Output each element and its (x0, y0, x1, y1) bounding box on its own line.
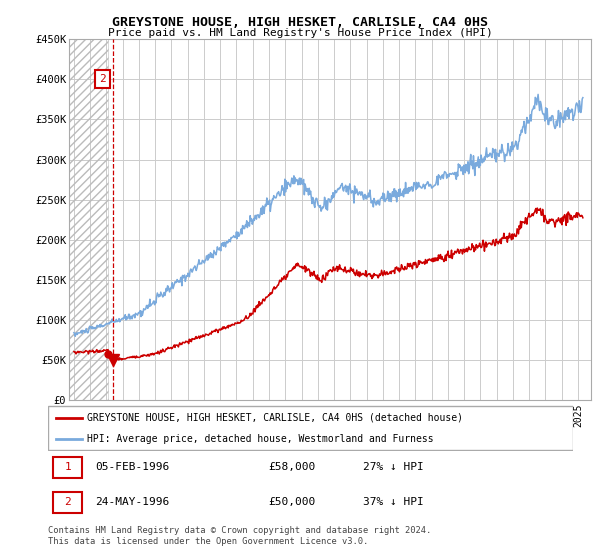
FancyBboxPatch shape (53, 457, 82, 478)
Text: 2: 2 (99, 74, 106, 85)
Text: 05-FEB-1996: 05-FEB-1996 (95, 463, 170, 472)
Text: 27% ↓ HPI: 27% ↓ HPI (363, 463, 424, 472)
Text: £58,000: £58,000 (269, 463, 316, 472)
Text: 2: 2 (64, 497, 71, 507)
FancyBboxPatch shape (48, 406, 573, 450)
Text: Price paid vs. HM Land Registry's House Price Index (HPI): Price paid vs. HM Land Registry's House … (107, 28, 493, 38)
Text: 1: 1 (64, 463, 71, 472)
Text: GREYSTONE HOUSE, HIGH HESKET, CARLISLE, CA4 0HS (detached house): GREYSTONE HOUSE, HIGH HESKET, CARLISLE, … (88, 413, 463, 423)
Text: 24-MAY-1996: 24-MAY-1996 (95, 497, 170, 507)
Text: HPI: Average price, detached house, Westmorland and Furness: HPI: Average price, detached house, West… (88, 434, 434, 444)
Text: 37% ↓ HPI: 37% ↓ HPI (363, 497, 424, 507)
Text: Contains HM Land Registry data © Crown copyright and database right 2024.
This d: Contains HM Land Registry data © Crown c… (48, 526, 431, 546)
FancyBboxPatch shape (53, 492, 82, 513)
Text: GREYSTONE HOUSE, HIGH HESKET, CARLISLE, CA4 0HS: GREYSTONE HOUSE, HIGH HESKET, CARLISLE, … (112, 16, 488, 29)
Text: £50,000: £50,000 (269, 497, 316, 507)
